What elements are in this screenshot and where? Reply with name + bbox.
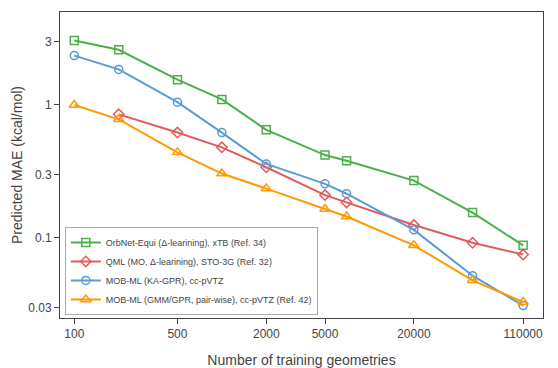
svg-text:MOB-ML (GMM/GPR, pair-wise), c: MOB-ML (GMM/GPR, pair-wise), cc-pVTZ (Re… xyxy=(106,295,312,305)
svg-text:500: 500 xyxy=(167,327,187,341)
svg-text:OrbNet-Equi (Δ-learining), xTB: OrbNet-Equi (Δ-learining), xTB (Ref. 34) xyxy=(106,238,266,248)
svg-text:1: 1 xyxy=(45,98,52,112)
svg-text:100: 100 xyxy=(64,327,84,341)
svg-text:3: 3 xyxy=(45,35,52,49)
svg-text:Predicted MAE (kcal/mol): Predicted MAE (kcal/mol) xyxy=(9,86,25,244)
svg-text:QML (MO, Δ-learining), STO-3G: QML (MO, Δ-learining), STO-3G (Ref. 32) xyxy=(106,257,272,267)
svg-text:20000: 20000 xyxy=(397,327,431,341)
svg-text:0.1: 0.1 xyxy=(35,231,52,245)
svg-text:110000: 110000 xyxy=(504,327,543,341)
svg-text:5000: 5000 xyxy=(312,327,339,341)
svg-text:Number of training geometries: Number of training geometries xyxy=(207,352,395,368)
svg-text:MOB-ML (KA-GPR), cc-pVTZ: MOB-ML (KA-GPR), cc-pVTZ xyxy=(106,276,224,286)
svg-text:2000: 2000 xyxy=(253,327,280,341)
svg-text:0.3: 0.3 xyxy=(35,168,52,182)
svg-text:0.03: 0.03 xyxy=(28,301,52,315)
